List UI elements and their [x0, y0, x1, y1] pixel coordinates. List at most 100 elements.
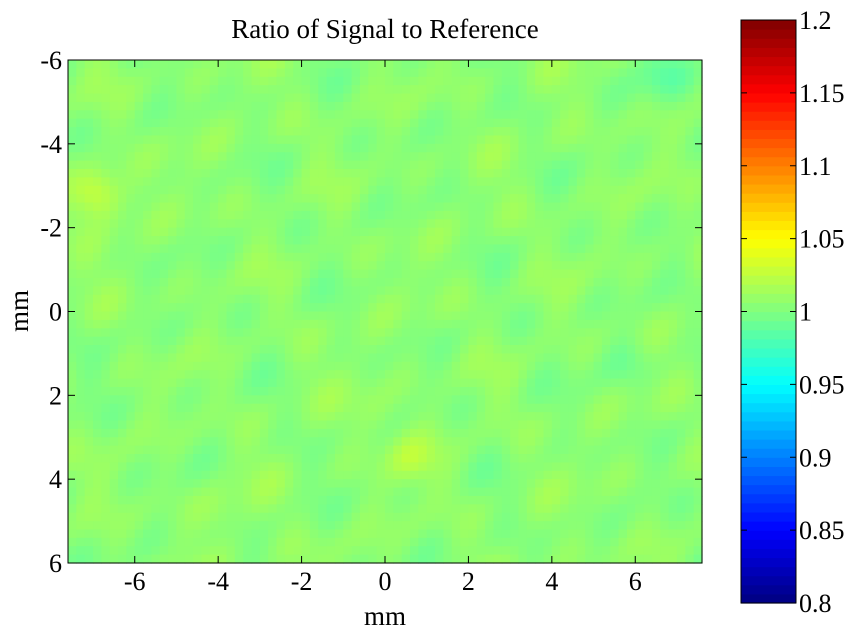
heatmap-cell: [93, 412, 102, 422]
heatmap-cell: [284, 252, 294, 262]
heatmap-cell: [585, 277, 595, 287]
heatmap-cell: [476, 110, 486, 120]
heatmap-cell: [560, 219, 570, 229]
heatmap-cell: [118, 521, 127, 531]
heatmap-cell: [460, 521, 470, 531]
heatmap-cell: [501, 177, 511, 187]
heatmap-cell: [635, 269, 645, 279]
heatmap-cell: [510, 504, 520, 514]
heatmap-cell: [526, 127, 536, 137]
heatmap-cell: [109, 378, 119, 388]
heatmap-cell: [401, 428, 411, 438]
heatmap-cell: [668, 236, 678, 246]
heatmap-cell: [151, 403, 161, 413]
heatmap-cell: [451, 454, 461, 463]
heatmap-cell: [501, 537, 511, 547]
heatmap-cell: [568, 311, 578, 321]
heatmap-cell: [560, 454, 570, 463]
heatmap-cell: [618, 227, 628, 237]
heatmap-cell: [126, 236, 136, 246]
heatmap-cell: [309, 420, 319, 430]
heatmap-cell: [84, 428, 94, 438]
heatmap-cell: [301, 227, 311, 237]
heatmap-cell: [118, 177, 127, 187]
heatmap-cell: [284, 143, 294, 153]
heatmap-cell: [184, 252, 194, 262]
heatmap-cell: [476, 244, 486, 254]
heatmap-cell: [518, 386, 528, 396]
heatmap-cell: [301, 319, 311, 329]
heatmap-cell: [309, 127, 319, 137]
heatmap-cell: [585, 361, 595, 371]
heatmap-cell: [309, 143, 319, 153]
heatmap-cell: [376, 445, 386, 455]
heatmap-cell: [435, 521, 444, 531]
heatmap-cell: [626, 185, 636, 195]
heatmap-cell: [643, 185, 653, 195]
heatmap-cell: [443, 210, 453, 220]
heatmap-cell: [501, 135, 511, 145]
heatmap-cell: [451, 110, 461, 120]
heatmap-cell: [443, 495, 453, 505]
heatmap-cell: [401, 277, 411, 287]
heatmap-cell: [593, 504, 603, 514]
heatmap-cell: [485, 127, 495, 137]
heatmap-cell: [251, 395, 261, 405]
heatmap-cell: [343, 210, 353, 220]
heatmap-cell: [535, 395, 545, 405]
heatmap-cell: [343, 269, 353, 279]
heatmap-cell: [101, 504, 111, 514]
heatmap-cell: [443, 361, 453, 371]
heatmap-cell: [376, 210, 386, 220]
heatmap-cell: [359, 403, 369, 413]
heatmap-cell: [126, 194, 136, 204]
heatmap-cell: [585, 521, 595, 531]
heatmap-cell: [510, 236, 520, 246]
heatmap-cell: [109, 152, 119, 162]
heatmap-cell: [351, 537, 361, 547]
heatmap-cell: [643, 395, 653, 405]
heatmap-cell: [301, 353, 311, 363]
heatmap-cell: [151, 227, 161, 237]
heatmap-cell: [326, 454, 336, 463]
heatmap-cell: [143, 353, 153, 363]
heatmap-cell: [676, 261, 686, 271]
x-axis: -6 -4 -2 0 2 4 6: [124, 60, 642, 596]
heatmap-cell: [151, 420, 161, 430]
heatmap-cell: [618, 286, 628, 296]
heatmap-cell: [610, 504, 620, 514]
heatmap-cell: [168, 269, 178, 279]
heatmap-cell: [535, 462, 545, 472]
heatmap-cell: [184, 353, 194, 363]
heatmap-cell: [385, 252, 394, 262]
heatmap-cell: [201, 110, 211, 120]
heatmap-cell: [368, 143, 378, 153]
heatmap-cell: [334, 286, 344, 296]
heatmap-cell: [585, 328, 595, 338]
heatmap-cell: [343, 479, 353, 489]
heatmap-cell: [151, 378, 161, 388]
heatmap-cell: [334, 521, 344, 531]
heatmap-cell: [485, 269, 495, 279]
heatmap-cell: [168, 202, 178, 212]
heatmap-cell: [118, 76, 127, 86]
heatmap-cell: [301, 303, 311, 313]
heatmap-cell: [101, 445, 111, 455]
heatmap-cell: [451, 194, 461, 204]
heatmap-cell: [618, 261, 628, 271]
heatmap-cell: [376, 470, 386, 480]
heatmap-cell: [76, 546, 86, 556]
heatmap-cell: [676, 504, 686, 514]
heatmap-cell: [418, 395, 428, 405]
heatmap-cell: [226, 60, 236, 69]
heatmap-cell: [510, 68, 520, 78]
heatmap-cell: [543, 487, 553, 497]
heatmap-cell: [109, 93, 119, 103]
heatmap-cell: [276, 219, 286, 229]
heatmap-cell: [284, 345, 294, 355]
heatmap-cell: [109, 328, 119, 338]
colorbar-band: [741, 584, 796, 595]
heatmap-cell: [159, 252, 169, 262]
heatmap-cell: [326, 336, 336, 346]
heatmap-cell: [410, 353, 419, 363]
